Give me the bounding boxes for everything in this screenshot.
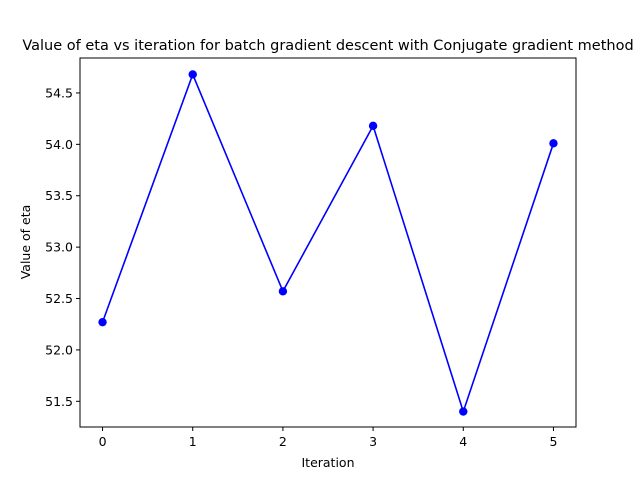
x-tick-label: 5	[549, 434, 557, 449]
x-tick-label: 4	[459, 434, 467, 449]
plot-frame	[79, 57, 577, 428]
x-tick-label: 3	[369, 434, 377, 449]
x-axis-label: Iteration	[301, 455, 354, 470]
data-point	[188, 70, 197, 79]
series-eta	[98, 70, 558, 416]
y-tick-label: 52.5	[45, 291, 73, 306]
data-point	[459, 407, 468, 416]
chart-title: Value of eta vs iteration for batch grad…	[22, 38, 633, 54]
data-point	[549, 139, 558, 148]
series-line	[101, 72, 555, 415]
x-tick-label: 0	[99, 434, 107, 449]
x-tick-label: 2	[279, 434, 287, 449]
data-point	[368, 121, 378, 131]
y-tick-label: 53.5	[45, 188, 73, 203]
y-tick-label: 52.0	[45, 342, 73, 357]
y-tick-label: 51.5	[45, 394, 73, 409]
x-axis: 0 1 2 3 4 5	[99, 427, 557, 449]
y-tick-label: 53.0	[45, 240, 73, 255]
x-tick-label: 1	[189, 434, 197, 449]
data-point	[98, 317, 107, 327]
y-tick-label: 54.0	[45, 137, 73, 152]
y-axis: 51.5 52.0 52.5 53.0 53.5 54.0 54.5	[45, 85, 80, 409]
data-point	[278, 287, 288, 296]
y-tick-label: 54.5	[45, 85, 73, 100]
y-axis-label: Value of eta	[18, 205, 33, 280]
